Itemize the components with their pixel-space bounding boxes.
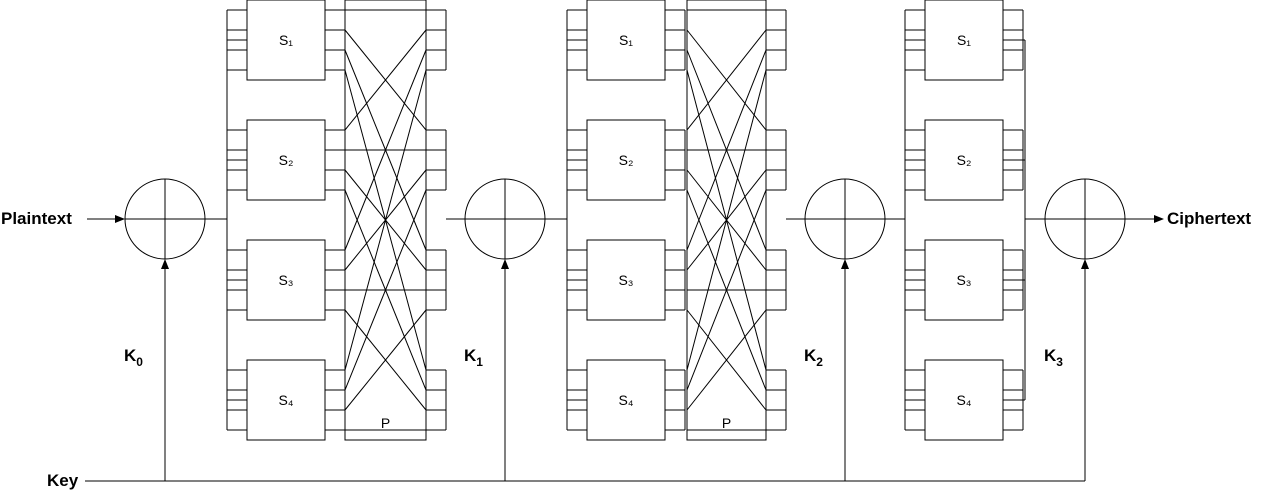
round-key-label-2: K2 [804,346,823,369]
sbox-1-2 [586,239,666,321]
pbox-wire-0-12 [344,69,427,371]
sbox-label-0-2: S₃ [278,272,293,288]
pbox-wire-1-14 [686,309,767,411]
pbox-wire-1-4 [686,29,767,131]
sbox-label-1-2: S₃ [618,272,633,288]
key-label: Key [47,471,79,490]
round-key-label-3: K3 [1044,346,1063,369]
sbox-label-2-3: S₄ [956,392,971,408]
sbox-1-0 [586,0,666,81]
sbox-0-1 [246,119,326,201]
sbox-0-0 [246,0,326,81]
ciphertext-label: Ciphertext [1167,209,1251,228]
sbox-label-1-3: S₄ [618,392,633,408]
pbox-label-0: P [381,415,390,431]
sbox-label-1-1: S₂ [619,152,634,168]
sbox-label-0-1: S₂ [279,152,294,168]
sbox-0-2 [246,239,326,321]
pbox-wire-0-4 [344,29,427,131]
sbox-label-2-0: S₁ [957,32,971,48]
sbox-label-2-1: S₂ [957,152,972,168]
sbox-1-3 [586,359,666,441]
round-key-label-0: K0 [124,346,143,369]
sbox-1-1 [586,119,666,201]
diagram-shapes: S₁ S₂ S₃ S₄ S₁ S₂ S₃ S₄ S₁ S₂ S₃ S₄ P P [85,0,1164,482]
pbox-label-1: P [722,415,731,431]
pbox-wire-1-8 [686,49,767,251]
sbox-2-1 [924,119,1004,201]
pbox-wire-0-8 [344,49,427,251]
sbox-2-0 [924,0,1004,81]
sbox-label-1-0: S₁ [619,32,633,48]
pbox-wire-0-13 [344,189,427,391]
sbox-0-3 [246,359,326,441]
sbox-label-0-0: S₁ [279,32,293,48]
sbox-label-0-3: S₄ [278,392,293,408]
sbox-label-2-2: S₃ [956,272,971,288]
pbox-wire-0-14 [344,309,427,411]
pbox-wire-1-13 [686,189,767,391]
plaintext-label: Plaintext [1,209,72,228]
round-key-label-1: K1 [464,346,483,369]
pbox-wire-1-12 [686,69,767,371]
